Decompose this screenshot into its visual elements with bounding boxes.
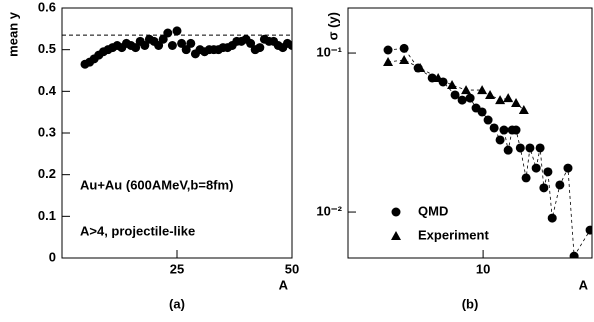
series-group [383,43,592,258]
x-axis-label: A [279,277,289,292]
marker [163,28,173,38]
x-tick-label: 25 [170,261,184,276]
marker [485,89,496,99]
marker [521,173,531,183]
annotation: A>4, projectile-like [80,223,195,238]
legend-marker [391,207,401,217]
marker [465,93,475,103]
marker [569,251,579,258]
marker [450,90,460,100]
marker [515,143,525,153]
marker [539,183,549,193]
legend-label: QMD [418,203,448,218]
marker [503,145,513,155]
x-axis-label: A [579,277,589,292]
marker [415,63,426,73]
marker [399,55,410,65]
marker [461,85,472,95]
marker [511,125,521,135]
marker [177,38,187,48]
y-axis-label: mean y [5,11,20,57]
marker [447,80,458,90]
series-group [80,26,292,69]
marker [287,41,292,50]
marker [246,38,256,48]
marker [158,34,168,44]
marker [483,115,493,125]
y-axis-label: σ (y) [325,12,340,40]
marker [131,43,141,53]
marker [477,85,488,95]
marker [503,93,514,103]
caption: (b) [462,296,479,311]
marker [531,163,541,173]
marker [383,45,393,55]
marker [383,57,394,67]
marker [563,163,573,173]
marker [457,95,467,105]
y-tick-label: 0.6 [38,0,56,14]
marker [511,98,522,108]
annotation: Au+Au (600AMeV,b=8fm) [80,177,233,192]
y-tick-label: 0.3 [38,124,56,139]
marker [525,143,535,153]
legend-marker [391,231,401,240]
y-tick-label: 0.1 [38,208,56,223]
series-line [388,47,591,258]
y-tick-label: 0 [49,249,56,264]
marker [585,225,592,235]
marker [547,213,557,223]
y-tick-label: 0.4 [38,83,57,98]
marker [167,41,177,50]
axes-frame [347,7,593,259]
x-tick-label: 10 [476,261,490,276]
marker [495,135,505,145]
marker [140,41,150,50]
marker [543,167,553,177]
marker [499,125,509,135]
caption: (a) [169,296,185,311]
y-tick-label: 10⁻² [316,203,342,218]
series-line [387,59,525,111]
marker [172,26,182,36]
marker [433,72,444,82]
marker [535,143,545,153]
plot-area: 10⁻¹ 10⁻² 10 Aσ (y) (b) QMD Experiment [316,7,593,311]
y-tick-label: 0.5 [38,41,56,56]
x-tick-label: 50 [285,261,299,276]
marker [154,41,164,50]
marker [555,180,565,190]
y-tick-label: 0.2 [38,166,56,181]
marker [255,43,265,53]
y-tick-label: 10⁻¹ [316,44,342,59]
marker [518,105,529,115]
marker [477,107,487,117]
marker [186,38,196,48]
marker [495,95,506,105]
marker [489,123,499,133]
marker [181,45,191,55]
legend-label: Experiment [418,227,489,242]
marker [399,43,409,53]
